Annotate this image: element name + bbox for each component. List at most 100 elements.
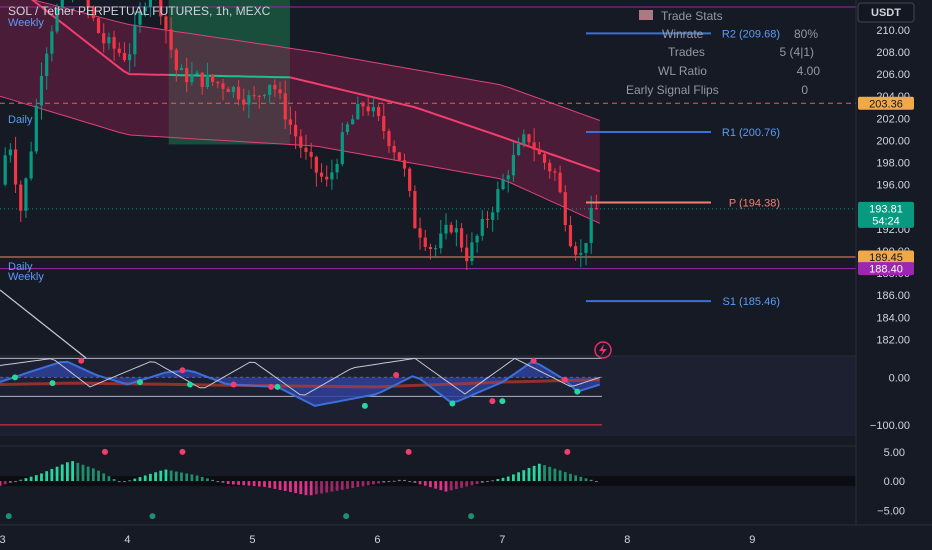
candle-body-6 xyxy=(34,105,38,152)
pivot-label-R1: R1 (200.76) xyxy=(722,127,780,139)
hist-bar-5 xyxy=(24,478,28,482)
candle-body-0 xyxy=(3,155,7,185)
candle-body-56 xyxy=(294,124,298,137)
candle-body-107 xyxy=(558,172,562,193)
hist-bar-28 xyxy=(143,475,147,482)
candle-body-64 xyxy=(335,164,339,173)
stat-value-winrate: 80% xyxy=(794,27,818,41)
hist-top-dot-1 xyxy=(179,448,186,455)
hist-bar-43 xyxy=(221,481,225,483)
candle-body-69 xyxy=(361,103,365,107)
candle-body-102 xyxy=(532,142,536,150)
osc-buy-dot-6 xyxy=(449,400,456,407)
hist-bar-95 xyxy=(491,480,495,482)
osc-buy-dot-1 xyxy=(49,380,56,387)
osc-buy-dot-2 xyxy=(136,379,143,386)
hist-bar-36 xyxy=(185,473,189,482)
hist-bar-14 xyxy=(71,461,75,482)
candle-body-48 xyxy=(252,95,256,97)
candle-body-76 xyxy=(397,152,401,161)
osc-overflow-line xyxy=(0,289,87,359)
currency-label[interactable]: USDT xyxy=(871,7,901,19)
candle-body-5 xyxy=(29,151,33,179)
price-tag-1: 193.81 xyxy=(869,203,903,215)
hist-bar-56 xyxy=(289,481,292,493)
hist-bar-41 xyxy=(211,479,215,482)
hist-bar-7 xyxy=(34,475,38,482)
x-tick-label-2: 5 xyxy=(249,534,255,546)
hist-bar-51 xyxy=(263,481,266,487)
osc-sell-dot-1 xyxy=(179,367,186,374)
currency-button[interactable]: USDT xyxy=(857,2,915,23)
candle-body-68 xyxy=(356,103,360,120)
hist-bar-63 xyxy=(325,481,329,493)
histogram-pane xyxy=(0,445,932,520)
candle-body-44 xyxy=(231,86,235,93)
osc-buy-dot-5 xyxy=(361,402,368,409)
candle-body-18 xyxy=(96,18,101,34)
candle-body-39 xyxy=(205,74,210,87)
lightning-icon[interactable] xyxy=(594,341,612,359)
hist-bar-8 xyxy=(40,473,43,482)
candle-body-75 xyxy=(392,146,396,153)
hist-bar-52 xyxy=(268,481,272,488)
candle-body-114 xyxy=(594,207,598,210)
hist-tick-label-0: 5.00 xyxy=(884,447,905,459)
price-tag-2: 189.45 xyxy=(869,252,903,264)
candle-body-25 xyxy=(133,24,137,55)
candle-body-32 xyxy=(169,29,173,50)
stat-label-trades: Trades xyxy=(668,45,705,59)
candle-body-36 xyxy=(190,74,194,83)
osc-buy-dot-0 xyxy=(11,374,18,381)
hist-bar-104 xyxy=(537,463,541,482)
candle-body-42 xyxy=(221,83,225,89)
candle-body-89 xyxy=(465,247,469,262)
chart-title: SOL / Tether PERPETUAL FUTURES, 1h, MEXC xyxy=(8,4,271,18)
candle-body-28 xyxy=(148,0,152,8)
candle-body-16 xyxy=(86,0,90,8)
osc-buy-dot-8 xyxy=(574,388,581,395)
candle-body-27 xyxy=(143,7,147,12)
hist-bar-90 xyxy=(465,481,469,487)
hist-bar-115 xyxy=(594,481,598,483)
hist-bar-66 xyxy=(340,481,344,490)
hist-bar-30 xyxy=(154,472,157,482)
osc-sell-dot-0 xyxy=(78,357,85,364)
hist-bar-85 xyxy=(439,481,443,491)
osc-tick-label-0: 0.00 xyxy=(889,372,910,384)
candle-body-2 xyxy=(13,149,18,185)
candle-body-105 xyxy=(548,162,552,172)
currency-button-bg[interactable] xyxy=(857,2,915,23)
hist-bar-84 xyxy=(434,481,438,489)
candle-body-50 xyxy=(262,94,267,97)
candle-body-109 xyxy=(568,225,573,247)
candles xyxy=(3,0,598,271)
x-tick-label-3: 6 xyxy=(374,534,380,546)
stat-label-early-flips: Early Signal Flips xyxy=(626,83,719,97)
hist-bar-61 xyxy=(314,481,318,495)
candle-body-43 xyxy=(226,88,230,93)
hist-bar-58 xyxy=(299,481,303,495)
trade-stats-swatch xyxy=(639,10,653,20)
hist-bar-3 xyxy=(14,481,17,483)
osc-sell-dot-3 xyxy=(268,383,275,390)
hist-bar-102 xyxy=(527,468,531,482)
candle-body-22 xyxy=(117,48,121,53)
hist-bar-112 xyxy=(579,476,583,482)
candle-body-26 xyxy=(138,11,142,25)
candle-body-90 xyxy=(470,242,474,262)
candle-body-95 xyxy=(496,189,500,213)
hist-bar-91 xyxy=(470,481,474,486)
osc-sell-dot-2 xyxy=(230,381,237,388)
stat-label-winrate: Winrate xyxy=(662,27,704,41)
candle-body-108 xyxy=(563,192,567,226)
candle-body-79 xyxy=(413,191,417,229)
hist-bar-21 xyxy=(107,476,111,482)
hist-zero-band xyxy=(0,476,856,487)
hist-bar-2 xyxy=(8,481,12,483)
hist-bar-62 xyxy=(320,481,323,494)
candle-body-94 xyxy=(491,212,495,220)
hist-bar-89 xyxy=(460,481,463,488)
